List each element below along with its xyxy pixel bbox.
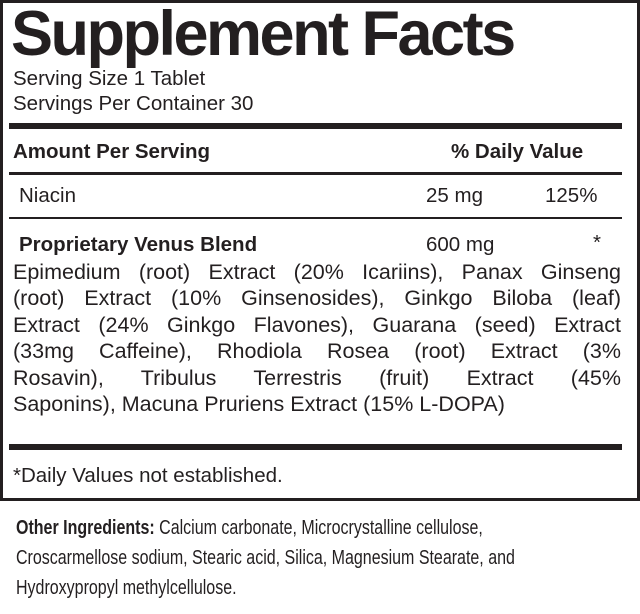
other-ingredients-text: Hydroxypropyl methylcellulose. xyxy=(16,577,237,599)
nutrient-amount: 25 mg xyxy=(426,184,483,207)
nutrient-dv: 125% xyxy=(545,184,598,207)
blend-name: Proprietary Venus Blend xyxy=(19,233,258,256)
panel-title: Supplement Facts xyxy=(11,0,516,69)
blend-amount: 600 mg xyxy=(426,233,495,256)
serving-size: Serving Size 1 Tablet xyxy=(13,67,206,90)
blend-description: Epimedium (root) Extract (20% Icariins),… xyxy=(13,259,621,417)
amount-per-serving-header: Amount Per Serving xyxy=(13,140,211,163)
supplement-facts-panel xyxy=(0,0,640,501)
other-ingredients-label: Other Ingredients: xyxy=(16,517,155,539)
divider xyxy=(9,217,622,219)
description-line: Epimedium (root) Extract (20% Icariins),… xyxy=(13,260,621,284)
description-line: Rosavin), Tribulus Terrestris (fruit) Ex… xyxy=(13,365,621,390)
other-ingredients-text: Croscarmellose sodium, Stearic acid, Sil… xyxy=(16,547,515,569)
description-line: Extract (24% Ginkgo Flavones), Guarana (… xyxy=(13,312,621,337)
thick-divider xyxy=(9,123,622,129)
description-line: Saponins), Macuna Pruriens Extract (15% … xyxy=(13,392,505,417)
blend-dv: * xyxy=(593,231,601,254)
other-ingredients-text: Calcium carbonate, Microcrystalline cell… xyxy=(154,517,483,539)
other-ingredients: Other Ingredients: Calcium carbonate, Mi… xyxy=(16,513,515,603)
nutrient-name: Niacin xyxy=(19,184,76,207)
thick-divider xyxy=(9,444,622,450)
daily-value-header: % Daily Value xyxy=(451,140,584,163)
footnote: *Daily Values not established. xyxy=(13,464,283,487)
description-line: (33mg Caffeine), Rhodiola Rosea (root) E… xyxy=(13,339,621,364)
description-line: (root) Extract (10% Ginsenosides), Ginkg… xyxy=(13,286,621,311)
divider xyxy=(9,172,622,175)
servings-per-container: Servings Per Container 30 xyxy=(13,92,254,115)
